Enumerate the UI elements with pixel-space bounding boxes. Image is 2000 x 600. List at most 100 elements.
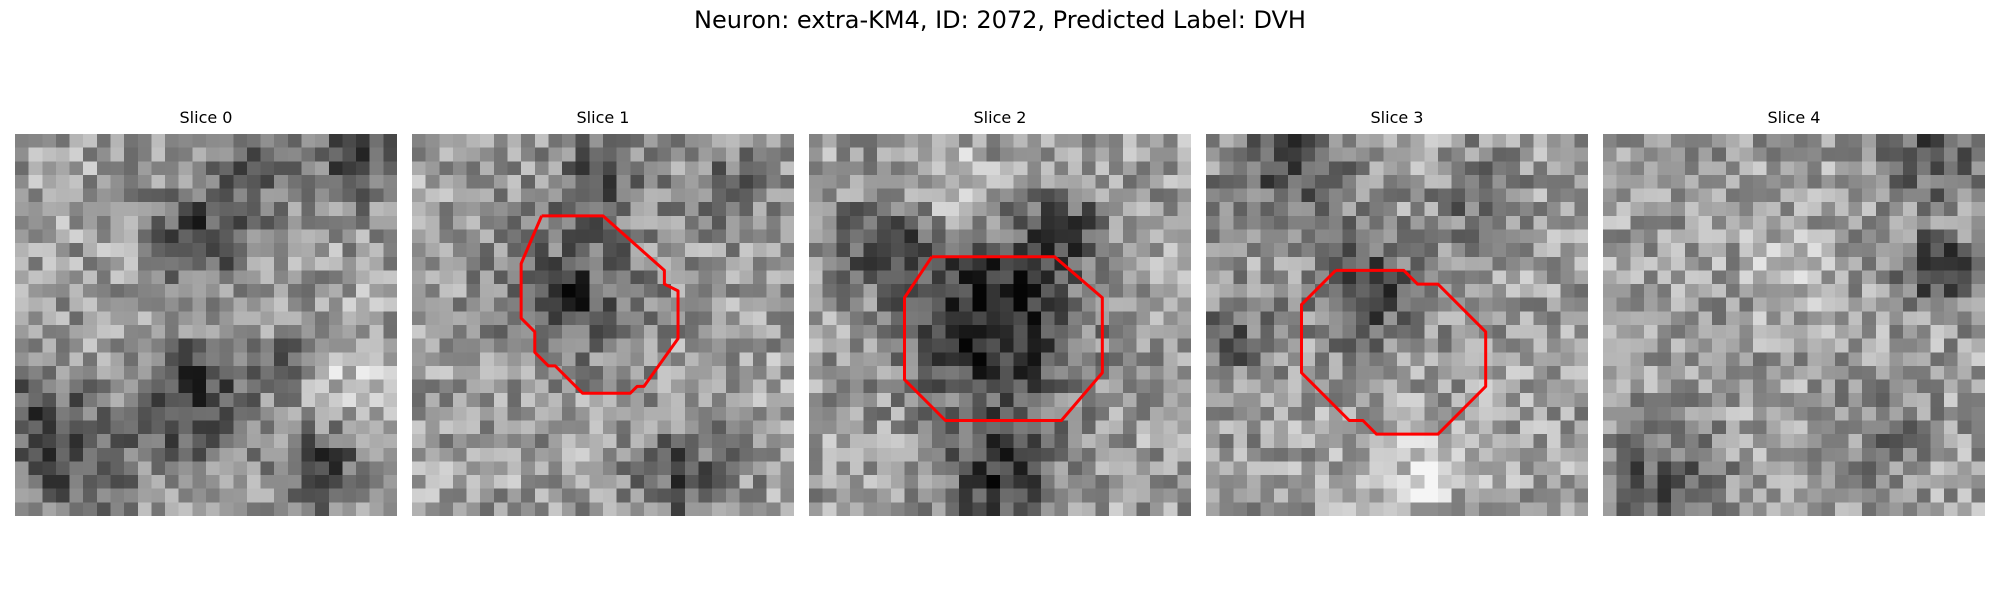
pixel xyxy=(1177,297,1191,312)
pixel xyxy=(1766,447,1781,462)
pixel xyxy=(466,297,481,312)
pixel xyxy=(1821,447,1836,462)
pixel xyxy=(1574,174,1588,189)
pixel xyxy=(1889,447,1904,462)
pixel xyxy=(1603,174,1617,189)
pixel xyxy=(1040,202,1055,217)
pixel xyxy=(1315,365,1330,380)
pixel xyxy=(657,243,672,258)
pixel xyxy=(206,379,220,394)
pixel xyxy=(1630,325,1645,339)
pixel xyxy=(1506,420,1521,435)
pixel xyxy=(1875,161,1890,176)
pixel xyxy=(1547,352,1561,367)
pixel xyxy=(1957,325,1972,339)
pixel xyxy=(739,406,754,421)
pixel xyxy=(548,338,563,353)
pixel xyxy=(1725,188,1740,203)
pixel xyxy=(1560,256,1575,271)
pixel xyxy=(1875,174,1890,189)
pixel xyxy=(712,406,727,421)
pixel xyxy=(287,461,302,476)
pixel xyxy=(42,243,57,258)
pixel xyxy=(1478,461,1493,476)
pixel xyxy=(83,161,98,176)
pixel xyxy=(1369,134,1384,148)
pixel xyxy=(1356,461,1370,476)
pixel xyxy=(1274,270,1289,285)
pixel xyxy=(1219,365,1234,380)
pixel xyxy=(725,420,740,435)
pixel xyxy=(55,434,70,449)
pixel xyxy=(1081,325,1096,339)
pixel xyxy=(780,270,794,285)
pixel xyxy=(493,270,508,285)
pixel xyxy=(192,256,207,271)
pixel xyxy=(1821,325,1836,339)
pixel xyxy=(1794,406,1808,421)
pixel xyxy=(1574,461,1588,476)
pixel xyxy=(1903,188,1918,203)
pixel xyxy=(1206,311,1220,326)
pixel xyxy=(1219,215,1234,230)
pixel xyxy=(1753,270,1767,285)
pixel xyxy=(972,284,987,298)
pixel xyxy=(383,406,397,421)
pixel xyxy=(1136,325,1151,339)
pixel xyxy=(589,393,604,408)
pixel xyxy=(466,488,481,503)
pixel xyxy=(890,352,905,367)
pixel xyxy=(151,338,166,353)
pixel xyxy=(287,297,302,312)
pixel xyxy=(274,243,289,258)
pixel xyxy=(96,134,111,148)
pixel xyxy=(1163,215,1178,230)
pixel xyxy=(1219,434,1234,449)
pixel xyxy=(480,393,495,408)
pixel xyxy=(15,393,29,408)
pixel xyxy=(1533,161,1548,176)
pixel xyxy=(1369,461,1384,476)
pixel xyxy=(1794,379,1808,394)
pixel xyxy=(1424,256,1439,271)
pixel xyxy=(1671,256,1686,271)
pixel xyxy=(1684,393,1699,408)
pixel xyxy=(1616,229,1631,244)
pixel xyxy=(15,188,29,203)
pixel xyxy=(301,420,316,435)
pixel xyxy=(863,147,878,162)
pixel xyxy=(931,147,946,162)
pixel xyxy=(1397,488,1411,503)
pixel xyxy=(178,365,193,380)
pixel xyxy=(1478,311,1493,326)
pixel xyxy=(1821,365,1836,380)
pixel xyxy=(643,352,658,367)
pixel xyxy=(274,325,289,339)
pixel xyxy=(1054,134,1069,148)
pixel xyxy=(1328,475,1343,489)
pixel xyxy=(1684,488,1699,503)
pixel xyxy=(1698,406,1713,421)
pixel xyxy=(412,215,426,230)
pixel xyxy=(328,284,343,298)
pixel xyxy=(959,202,973,217)
pixel xyxy=(342,420,357,435)
pixel xyxy=(1383,311,1398,326)
pixel xyxy=(1068,202,1083,217)
pixel xyxy=(1027,243,1042,258)
pixel xyxy=(657,393,672,408)
pixel xyxy=(1451,393,1466,408)
pixel xyxy=(1739,325,1754,339)
pixel xyxy=(1260,188,1275,203)
pixel xyxy=(1451,270,1466,285)
pixel xyxy=(1753,215,1767,230)
pixel xyxy=(712,202,727,217)
pixel xyxy=(1862,379,1877,394)
pixel xyxy=(356,365,370,380)
pixel xyxy=(1753,502,1767,516)
pixel xyxy=(1109,215,1124,230)
pixel xyxy=(1889,311,1904,326)
pixel xyxy=(1000,393,1014,408)
pixel xyxy=(671,147,686,162)
pixel xyxy=(356,338,370,353)
